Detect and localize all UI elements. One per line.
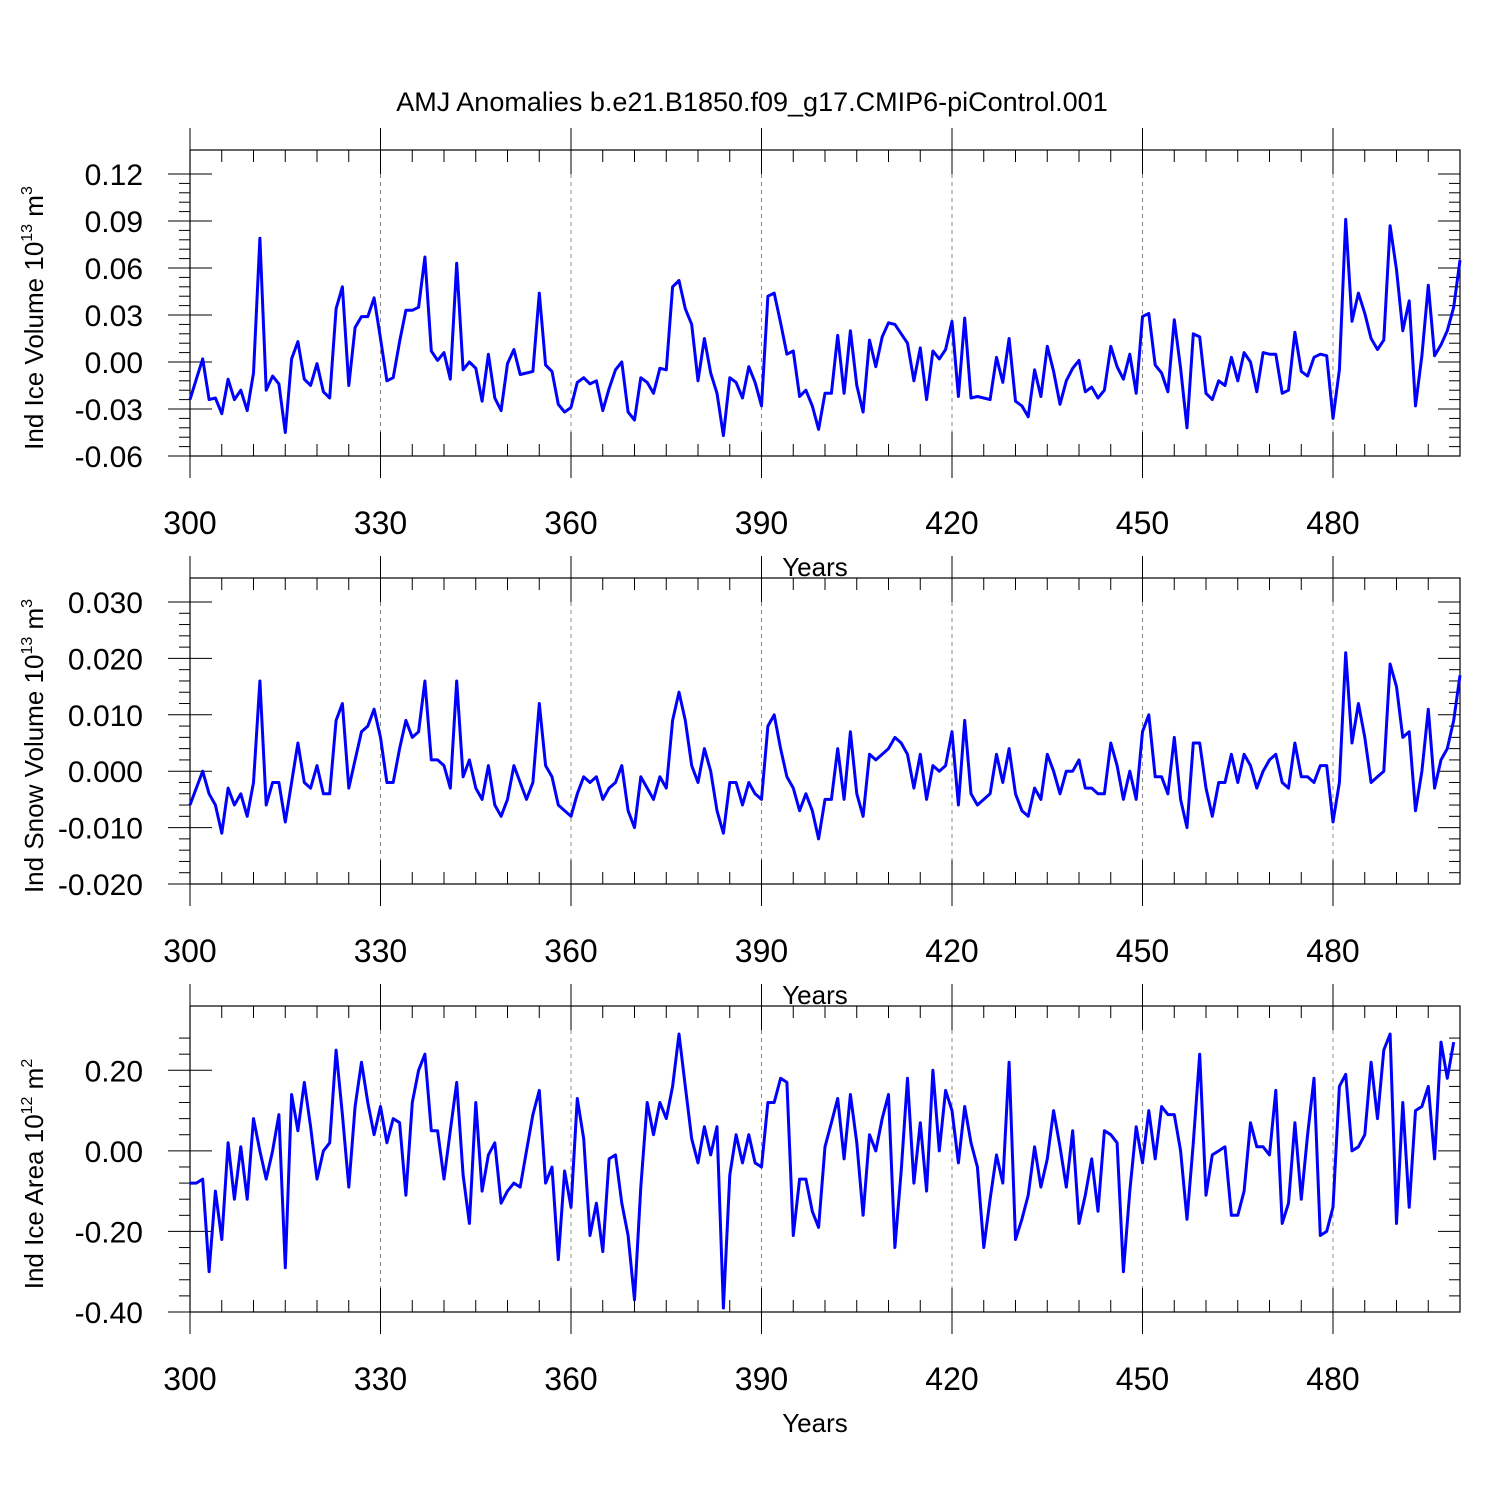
x-tick-label: 480	[1306, 505, 1359, 541]
series-line	[190, 1032, 1456, 1310]
y-tick-label: 0.12	[85, 159, 143, 192]
x-tick-label: 360	[544, 505, 597, 541]
x-tick-label: 390	[735, 933, 788, 969]
x-tick-label: 480	[1306, 1361, 1359, 1397]
x-axis-label: Years	[782, 1408, 848, 1438]
x-tick-label: 420	[925, 505, 978, 541]
x-tick-label: 330	[354, 1361, 407, 1397]
x-tick-label: 420	[925, 933, 978, 969]
y-tick-label: -0.020	[58, 869, 143, 902]
y-axis-label: Ind Snow Volume 1013 m3	[19, 599, 49, 893]
x-tick-label: 420	[925, 1361, 978, 1397]
x-tick-label: 300	[163, 1361, 216, 1397]
figure-title: AMJ Anomalies b.e21.B1850.f09_g17.CMIP6-…	[396, 87, 1107, 117]
x-tick-label: 390	[735, 505, 788, 541]
series-line	[188, 217, 1462, 438]
x-tick-label: 330	[354, 505, 407, 541]
y-axis-label: Ind Ice Area 1012 m2	[19, 1059, 49, 1290]
x-axis-label: Years	[782, 552, 848, 582]
y-tick-label: -0.20	[75, 1216, 143, 1249]
y-axis-label: Ind Ice Volume 1013 m3	[19, 186, 49, 450]
y-tick-label: -0.03	[75, 394, 143, 427]
y-tick-label: 0.000	[68, 756, 143, 789]
x-tick-label: 390	[735, 1361, 788, 1397]
y-tick-label: 0.020	[68, 643, 143, 676]
x-tick-label: 480	[1306, 933, 1359, 969]
y-tick-label: -0.010	[58, 813, 143, 846]
panel-snow-volume: 300 330 360 390 420 450 480 -0.020 -0.010 0.000 0.…	[19, 556, 1462, 1010]
panel-ice-volume: 300 330 360 390 420 450 480 -0.06 -0.03 0.00 0.03 0…	[19, 128, 1462, 582]
x-tick-label: 450	[1116, 933, 1169, 969]
series-line	[188, 651, 1462, 841]
y-tick-label: 0.010	[68, 700, 143, 733]
y-tick-label: 0.030	[68, 587, 143, 620]
y-tick-label: 0.20	[85, 1055, 143, 1088]
y-tick-label: 0.00	[85, 347, 143, 380]
x-tick-label: 360	[544, 933, 597, 969]
x-tick-label: 300	[163, 505, 216, 541]
x-tick-label: 450	[1116, 505, 1169, 541]
y-tick-label: 0.03	[85, 300, 143, 333]
x-axis-label: Years	[782, 980, 848, 1010]
y-tick-label: 0.09	[85, 206, 143, 239]
y-tick-label: 0.06	[85, 253, 143, 286]
x-tick-label: 360	[544, 1361, 597, 1397]
y-tick-label: 0.00	[85, 1136, 143, 1169]
x-tick-label: 450	[1116, 1361, 1169, 1397]
x-tick-label: 330	[354, 933, 407, 969]
y-tick-label: -0.06	[75, 441, 143, 474]
panel-ice-area: 300 330 360 390 420 450 480 -0.40 -0.20 0.00 0.20 Y…	[19, 984, 1461, 1438]
y-tick-label: -0.40	[75, 1297, 143, 1330]
x-tick-label: 300	[163, 933, 216, 969]
